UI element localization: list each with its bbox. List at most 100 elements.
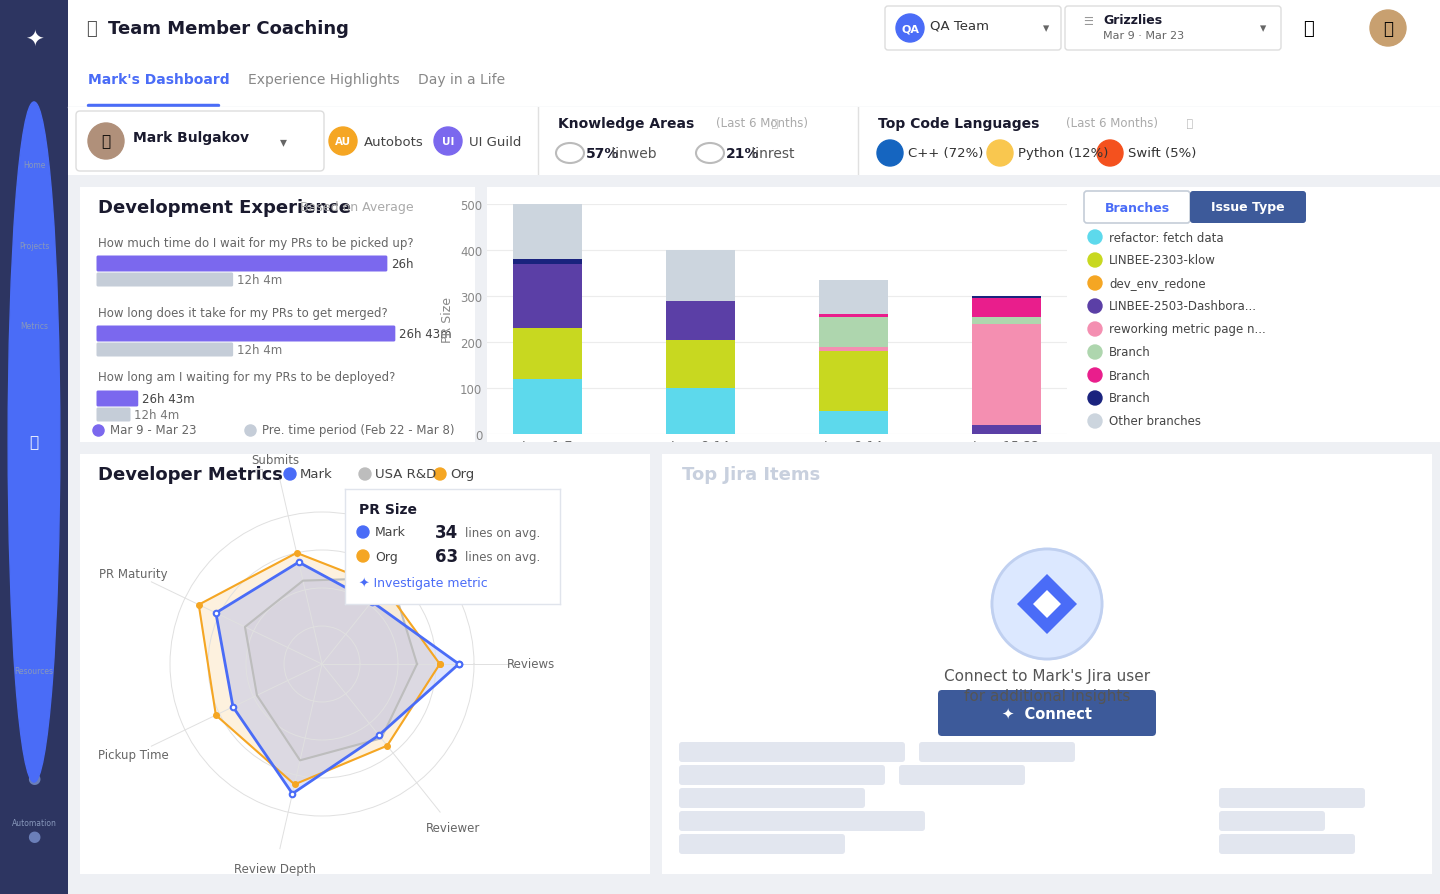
Text: ▾: ▾: [1043, 22, 1050, 36]
Bar: [667, 250, 734, 301]
Text: 26h: 26h: [390, 258, 413, 271]
Circle shape: [896, 15, 924, 43]
Text: 🔔: 🔔: [1303, 20, 1313, 38]
Text: ▾: ▾: [1260, 22, 1266, 36]
Circle shape: [1089, 392, 1102, 406]
Circle shape: [1089, 254, 1102, 267]
Text: 👤: 👤: [29, 435, 39, 450]
Text: lines on avg.: lines on avg.: [465, 550, 540, 563]
Circle shape: [1097, 141, 1123, 167]
Bar: [819, 317, 888, 347]
Bar: [514, 379, 582, 434]
Bar: [667, 389, 734, 434]
Text: ●: ●: [27, 435, 40, 450]
Text: 12h 4m: 12h 4m: [236, 344, 282, 357]
Text: LINBEE-2503-Dashbora...: LINBEE-2503-Dashbora...: [1109, 300, 1257, 313]
Text: UI: UI: [442, 137, 454, 147]
Polygon shape: [199, 553, 439, 785]
FancyBboxPatch shape: [96, 257, 387, 272]
Text: Automation: Automation: [12, 818, 56, 827]
FancyBboxPatch shape: [899, 765, 1025, 785]
Text: QA Team: QA Team: [930, 20, 989, 32]
Text: Autobots: Autobots: [364, 135, 423, 148]
Text: ☰: ☰: [1083, 17, 1093, 27]
FancyBboxPatch shape: [680, 742, 904, 763]
Text: Developer Metrics: Developer Metrics: [98, 466, 282, 484]
FancyBboxPatch shape: [680, 811, 924, 831]
FancyBboxPatch shape: [1066, 7, 1282, 51]
Text: 26h 43m: 26h 43m: [399, 328, 452, 342]
Text: lines on avg.: lines on avg.: [465, 526, 540, 539]
Text: Branch: Branch: [1109, 346, 1151, 359]
Text: Python (12%): Python (12%): [1018, 148, 1109, 160]
Circle shape: [992, 550, 1102, 659]
Circle shape: [877, 141, 903, 167]
Text: QA: QA: [901, 24, 919, 34]
Circle shape: [1089, 323, 1102, 337]
Circle shape: [88, 124, 124, 160]
Bar: [514, 329, 582, 379]
Bar: [514, 265, 582, 329]
FancyBboxPatch shape: [96, 326, 396, 342]
Text: Mar 9 - Mar 23: Mar 9 - Mar 23: [109, 424, 196, 437]
Circle shape: [9, 103, 60, 782]
Text: 21%: 21%: [726, 147, 759, 161]
Circle shape: [1089, 415, 1102, 428]
Text: Top Jira Items: Top Jira Items: [683, 466, 821, 484]
Text: Mark: Mark: [300, 468, 333, 481]
Bar: [819, 352, 888, 411]
Text: 📊: 📊: [86, 20, 96, 38]
Text: Org: Org: [374, 550, 397, 563]
Text: linweb: linweb: [608, 147, 657, 161]
Text: ●: ●: [27, 274, 40, 289]
Text: for additional insights: for additional insights: [963, 688, 1130, 704]
Text: Swift (5%): Swift (5%): [1128, 148, 1197, 160]
Circle shape: [1089, 346, 1102, 359]
Polygon shape: [1017, 574, 1077, 634]
Text: 26h 43m: 26h 43m: [141, 393, 194, 406]
Text: Connect to Mark's Jira user: Connect to Mark's Jira user: [945, 669, 1151, 684]
Text: Metrics: Metrics: [20, 322, 48, 331]
Text: 12h 4m: 12h 4m: [236, 274, 282, 287]
Text: ✦ Investigate metric: ✦ Investigate metric: [359, 576, 488, 589]
Text: Team Member Coaching: Team Member Coaching: [108, 20, 348, 38]
Text: Other branches: Other branches: [1109, 415, 1201, 428]
Text: PR Size: PR Size: [359, 502, 418, 517]
Bar: [972, 317, 1041, 325]
Text: Wellness Workload: Wellness Workload: [505, 207, 697, 226]
FancyBboxPatch shape: [937, 690, 1156, 736]
FancyBboxPatch shape: [96, 408, 131, 422]
Text: 34: 34: [435, 523, 458, 542]
Circle shape: [357, 527, 369, 538]
Bar: [667, 301, 734, 341]
FancyBboxPatch shape: [680, 834, 845, 854]
Text: Based on Average: Based on Average: [300, 201, 413, 215]
FancyBboxPatch shape: [680, 789, 865, 808]
Text: ⓘ: ⓘ: [1184, 119, 1194, 129]
Circle shape: [1089, 276, 1102, 291]
Text: Branch: Branch: [1109, 392, 1151, 405]
Text: Pre. time period (Feb 22 - Mar 8): Pre. time period (Feb 22 - Mar 8): [262, 424, 455, 437]
Text: ●: ●: [27, 194, 40, 208]
Text: Branches: Branches: [1104, 201, 1169, 215]
Text: Day in a Life: Day in a Life: [418, 73, 505, 87]
Text: ●: ●: [27, 355, 40, 369]
FancyBboxPatch shape: [886, 7, 1061, 51]
Text: Org: Org: [449, 468, 474, 481]
Text: 57%: 57%: [586, 147, 619, 161]
Text: Projects: Projects: [19, 241, 49, 250]
Text: (Last 6 Months): (Last 6 Months): [716, 117, 808, 131]
Text: Resources: Resources: [14, 666, 53, 675]
Bar: [819, 347, 888, 352]
Text: 👤: 👤: [101, 134, 111, 149]
Text: Mar 9 · Mar 23: Mar 9 · Mar 23: [1103, 31, 1184, 41]
Text: ⓘ: ⓘ: [768, 119, 778, 129]
Bar: [667, 341, 734, 389]
FancyBboxPatch shape: [96, 274, 233, 287]
Text: AU: AU: [336, 137, 351, 147]
Text: Issue Type: Issue Type: [1211, 201, 1284, 215]
Bar: [819, 411, 888, 434]
Text: Knowledge Areas: Knowledge Areas: [559, 117, 694, 131]
FancyBboxPatch shape: [1220, 811, 1325, 831]
Text: C++ (72%): C++ (72%): [909, 148, 984, 160]
